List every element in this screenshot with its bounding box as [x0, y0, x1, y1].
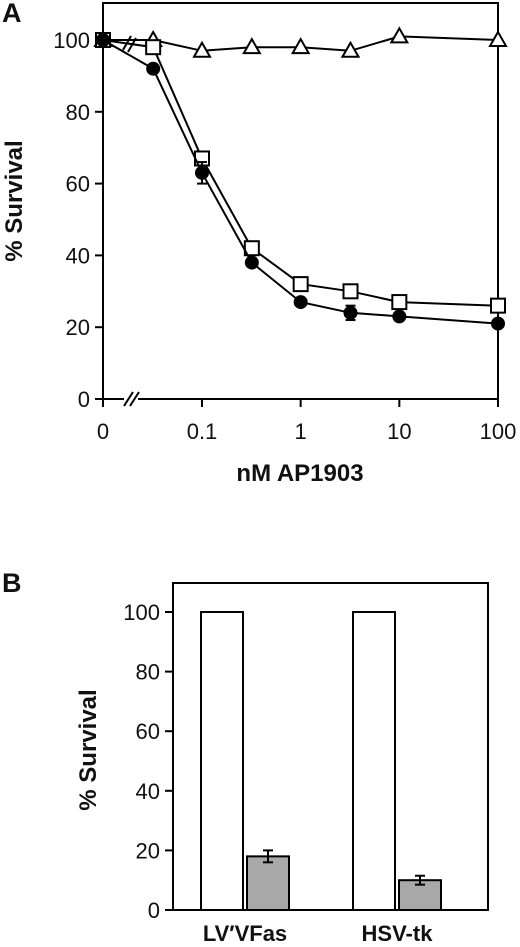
series-line-square-open — [102, 39, 499, 307]
data-point-circle — [293, 295, 308, 310]
data-point-triangle — [290, 37, 311, 55]
plot-frame-a — [102, 2, 499, 400]
y-tick-label-b: 80 — [136, 660, 160, 685]
data-point-square — [292, 276, 309, 293]
bar — [246, 855, 290, 911]
data-point-square — [342, 283, 359, 300]
data-point-triangle — [242, 37, 262, 55]
y-tick-label-a: 100 — [53, 28, 90, 53]
bar — [200, 611, 244, 911]
data-point-square — [391, 294, 408, 311]
data-point-triangle — [488, 29, 508, 47]
x-tick-label-a: 1 — [295, 419, 307, 444]
y-tick-label-a: 80 — [66, 100, 90, 125]
data-point-circle — [146, 61, 161, 76]
series-group-a — [93, 26, 508, 331]
data-point-circle — [343, 305, 358, 320]
category-label: HSV-tk — [362, 921, 434, 946]
x-axis-b: LV′VFas HSV-tk — [203, 921, 433, 946]
x-tick-label-a: 10 — [387, 419, 411, 444]
x-tick-label-a: 100 — [480, 419, 517, 444]
y-axis-title-b: % Survival — [75, 689, 102, 810]
plot-frame-b — [172, 582, 489, 911]
panel-a: A 0 20 40 60 80 100 0 0.1 1 10 100 nM AP1903 % Su… — [1, 0, 516, 487]
data-point-circle — [491, 316, 505, 331]
data-point-circle — [195, 165, 209, 180]
x-axis-a: 0 0.1 1 10 100 — [97, 399, 516, 444]
x-tick-label-a: 0 — [97, 419, 109, 444]
y-tick-label-a: 20 — [66, 315, 90, 340]
y-axis-a: 0 20 40 60 80 100 — [53, 28, 103, 412]
y-tick-label-b: 60 — [136, 719, 160, 744]
data-point-triangle — [192, 40, 212, 58]
y-tick-label-a: 40 — [66, 243, 90, 268]
panel-label-a: A — [2, 0, 22, 28]
y-axis-title-a: % Survival — [1, 140, 28, 261]
data-point-triangle — [389, 26, 410, 44]
data-point-circle — [96, 33, 110, 47]
series-line-triangle-open — [103, 35, 499, 52]
y-axis-b: 0 20 40 60 80 100 — [123, 600, 173, 923]
x-axis-title-a: nM AP1903 — [236, 460, 363, 487]
y-tick-label-b: 100 — [123, 600, 160, 625]
category-label: LV′VFas — [203, 921, 287, 946]
x-tick-label-a: 0.1 — [187, 419, 218, 444]
bar-group-b — [200, 611, 442, 912]
y-tick-label-b: 40 — [136, 779, 160, 804]
data-point-square — [490, 297, 506, 314]
axis-break-a — [118, 29, 140, 407]
data-point-circle — [392, 309, 407, 324]
bar — [352, 611, 396, 911]
data-point-circle — [244, 255, 259, 270]
y-tick-label-b: 0 — [148, 898, 160, 923]
y-tick-label-a: 60 — [66, 172, 90, 197]
series-line-circle-filled — [102, 39, 499, 325]
y-tick-label-b: 20 — [136, 838, 160, 863]
panel-b: B 0 20 40 60 80 100 LV′VFas HSV-tk % Survival — [2, 568, 489, 946]
panel-label-b: B — [2, 568, 22, 598]
y-tick-label-a: 0 — [78, 387, 90, 412]
data-point-triangle — [340, 40, 361, 58]
data-point-square — [145, 39, 162, 56]
